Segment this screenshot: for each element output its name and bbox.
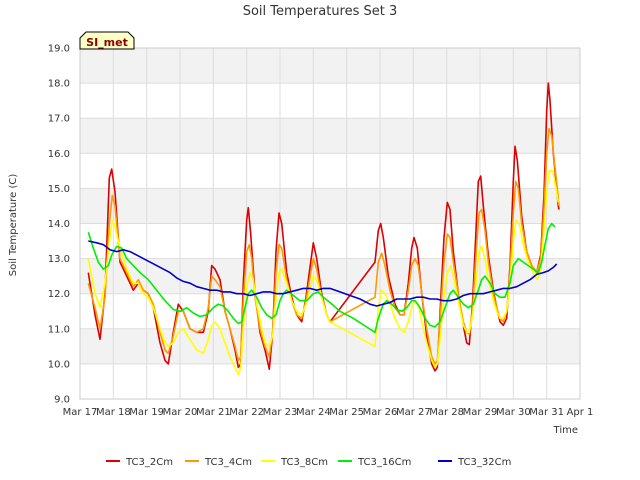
y-tick-label: 12.0 — [48, 289, 70, 300]
y-tick-label: 17.0 — [48, 114, 70, 125]
legend-label-tc3-16cm: TC3_16Cm — [357, 457, 411, 468]
legend-label-tc3-32cm: TC3_32Cm — [457, 457, 511, 468]
x-axis-title: Time — [553, 425, 578, 436]
x-tick-label: Mar 26 — [363, 407, 398, 418]
y-tick-label: 9.0 — [54, 395, 70, 406]
x-tick-label: Mar 19 — [129, 407, 164, 418]
series-layer — [87, 82, 560, 376]
x-tick-label: Mar 21 — [196, 407, 231, 418]
series-line-tc3-32cm — [88, 240, 558, 307]
y-tick-label: 11.0 — [48, 324, 70, 335]
y-tick-label: 19.0 — [48, 44, 70, 55]
x-tick-label: Mar 28 — [429, 407, 464, 418]
x-tick-label: Mar 27 — [396, 407, 431, 418]
legend-label-tc3-2cm: TC3_2Cm — [125, 457, 173, 468]
plot-band — [80, 188, 580, 224]
plot-band — [80, 48, 580, 84]
plot-band — [80, 223, 580, 259]
x-tick-label: Mar 30 — [496, 407, 531, 418]
x-tick-label: Mar 18 — [96, 407, 131, 418]
plot-band — [80, 328, 580, 364]
y-tick-label: 13.0 — [48, 254, 70, 265]
legend: TC3_2Cm TC3_4Cm TC3_8Cm TC3_16Cm TC3_32Cm — [106, 457, 511, 468]
y-tick-label: 15.0 — [48, 184, 70, 195]
x-tick-label: Apr 1 — [567, 407, 594, 418]
station-badge-label: SI_met — [86, 36, 128, 49]
series-line-tc3-8cm — [87, 170, 560, 376]
series-line-tc3-16cm — [87, 222, 556, 334]
plot-frame — [79, 47, 581, 400]
x-tick-label: Mar 23 — [263, 407, 298, 418]
x-tick-label: Mar 22 — [229, 407, 264, 418]
y-tick-label: 14.0 — [48, 219, 70, 230]
plot-band — [80, 363, 580, 399]
y-tick-label: 18.0 — [48, 79, 70, 90]
legend-label-tc3-4cm: TC3_4Cm — [204, 457, 252, 468]
x-tick-label: Mar 29 — [463, 407, 498, 418]
y-axis-ticks: 9.0 10.0 11.0 12.0 13.0 14.0 15.0 16.0 17.0 18.0 1… — [48, 44, 70, 406]
plot-band — [80, 153, 580, 189]
plot-background — [80, 48, 580, 399]
station-badge: SI_met — [79, 31, 135, 50]
legend-label-tc3-8cm: TC3_8Cm — [280, 457, 328, 468]
x-tick-label: Mar 17 — [63, 407, 98, 418]
y-axis-title: Soil Temperature (C) — [8, 174, 19, 277]
plot-band — [80, 118, 580, 154]
x-tick-label: Mar 31 — [529, 407, 564, 418]
plot-band — [80, 83, 580, 119]
chart-title: Soil Temperatures Set 3 — [243, 4, 398, 19]
y-tick-label: 10.0 — [48, 359, 70, 370]
x-tick-label: Mar 24 — [296, 407, 331, 418]
x-tick-label: Mar 20 — [163, 407, 198, 418]
y-tick-label: 16.0 — [48, 149, 70, 160]
x-tick-label: Mar 25 — [329, 407, 364, 418]
